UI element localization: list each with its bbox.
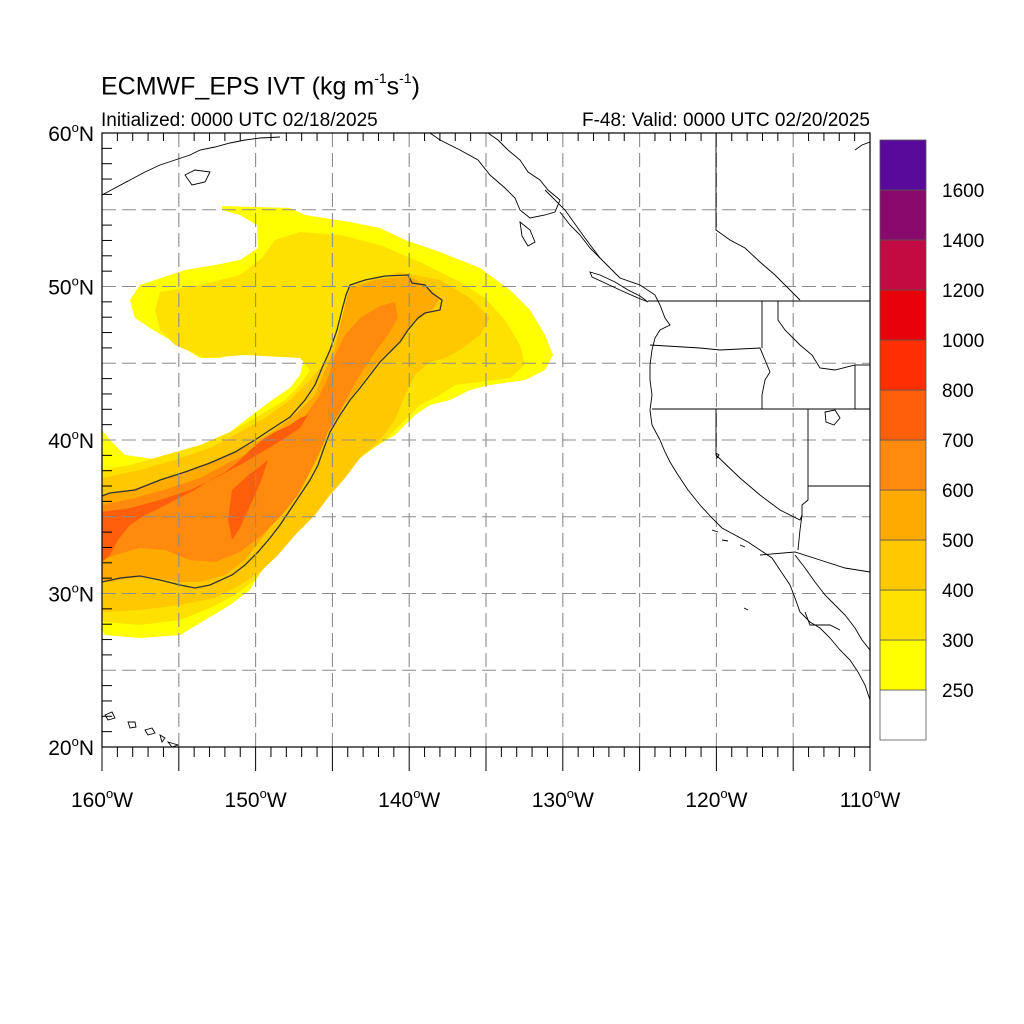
- state-border-id-mt: [777, 301, 870, 410]
- colorbar-swatch: [879, 589, 927, 641]
- coastlines: [102, 133, 870, 747]
- colorbar-swatch: [879, 289, 927, 341]
- colorbar-swatch: [879, 689, 927, 741]
- state-border-ca-az: [797, 514, 803, 551]
- bc-border: [715, 133, 801, 301]
- colorbar-label: 400: [942, 581, 974, 602]
- us-mexico-border: [759, 551, 870, 573]
- y-tick-label: 20oN: [48, 734, 94, 760]
- colorbar-label: 1200: [942, 281, 984, 302]
- coastline-hawaii: [104, 711, 180, 747]
- colorbar-swatch: [879, 489, 927, 541]
- x-tick-label: 160oW: [71, 786, 133, 812]
- colorbar-swatch: [879, 389, 927, 441]
- colorbar: 250 300 400 500 600 700 800 1000 1200 1400 1600: [879, 139, 984, 741]
- y-tick-label: 60oN: [48, 120, 94, 146]
- colorbar-swatch: [879, 139, 927, 191]
- axes: 160oW 150oW 140oW 130oW 120oW 110oW 20oN 30oN 40…: [48, 120, 900, 812]
- colorbar-label: 1000: [942, 331, 984, 352]
- coastline-se-alaska: [854, 141, 870, 151]
- colorbar-label: 250: [942, 681, 974, 702]
- colorbar-label: 300: [942, 631, 974, 652]
- colorbar-label: 1400: [942, 231, 984, 252]
- colorbar-swatch: [879, 639, 927, 691]
- coastline-na-west: [429, 133, 870, 701]
- great-salt-lake: [824, 409, 841, 426]
- y-tick-label: 40oN: [48, 427, 94, 453]
- mexico-internal-border: [804, 611, 841, 631]
- valid-time-label: F-48: Valid: 0000 UTC 02/20/2025: [582, 110, 870, 131]
- coastline-baja-inner: [794, 554, 870, 651]
- state-border-nv-ut: [801, 409, 809, 515]
- colorbar-swatch: [879, 539, 927, 591]
- colorbar-swatch: [879, 339, 927, 391]
- state-border-wa-or: [649, 344, 771, 409]
- coastline-alaska-peninsula: [102, 136, 281, 196]
- coastline-kodiak: [184, 169, 211, 186]
- x-tick-label: 120oW: [685, 786, 747, 812]
- coastline-haida-gwaii: [519, 220, 536, 247]
- chart-title: ECMWF_EPS IVT (kg m-1s-1): [101, 70, 420, 101]
- colorbar-swatch: [879, 239, 927, 291]
- y-tick-label: 30oN: [48, 581, 94, 607]
- colorbar-swatch: [879, 439, 927, 491]
- coastline-channel-islands: [711, 529, 749, 611]
- state-border-ca-nv: [715, 409, 803, 521]
- y-tick-label: 50oN: [48, 274, 94, 300]
- ivt-shading: [102, 206, 553, 638]
- colorbar-label: 800: [942, 381, 974, 402]
- x-tick-label: 110oW: [840, 786, 901, 812]
- init-time-label: Initialized: 0000 UTC 02/18/2025: [101, 110, 378, 131]
- colorbar-label: 600: [942, 481, 974, 502]
- colorbar-label: 700: [942, 431, 974, 452]
- x-tick-label: 130oW: [532, 786, 594, 812]
- x-tick-label: 150oW: [225, 786, 287, 812]
- ivt-band-700-b: [228, 460, 268, 540]
- coastline-vancouver-island: [589, 271, 649, 303]
- canada-internal-border: [544, 189, 601, 259]
- colorbar-label: 500: [942, 531, 974, 552]
- colorbar-swatch: [879, 189, 927, 241]
- ivt-band-700: [102, 415, 308, 562]
- colorbar-label: 1600: [942, 181, 984, 202]
- x-tick-label: 140oW: [378, 786, 440, 812]
